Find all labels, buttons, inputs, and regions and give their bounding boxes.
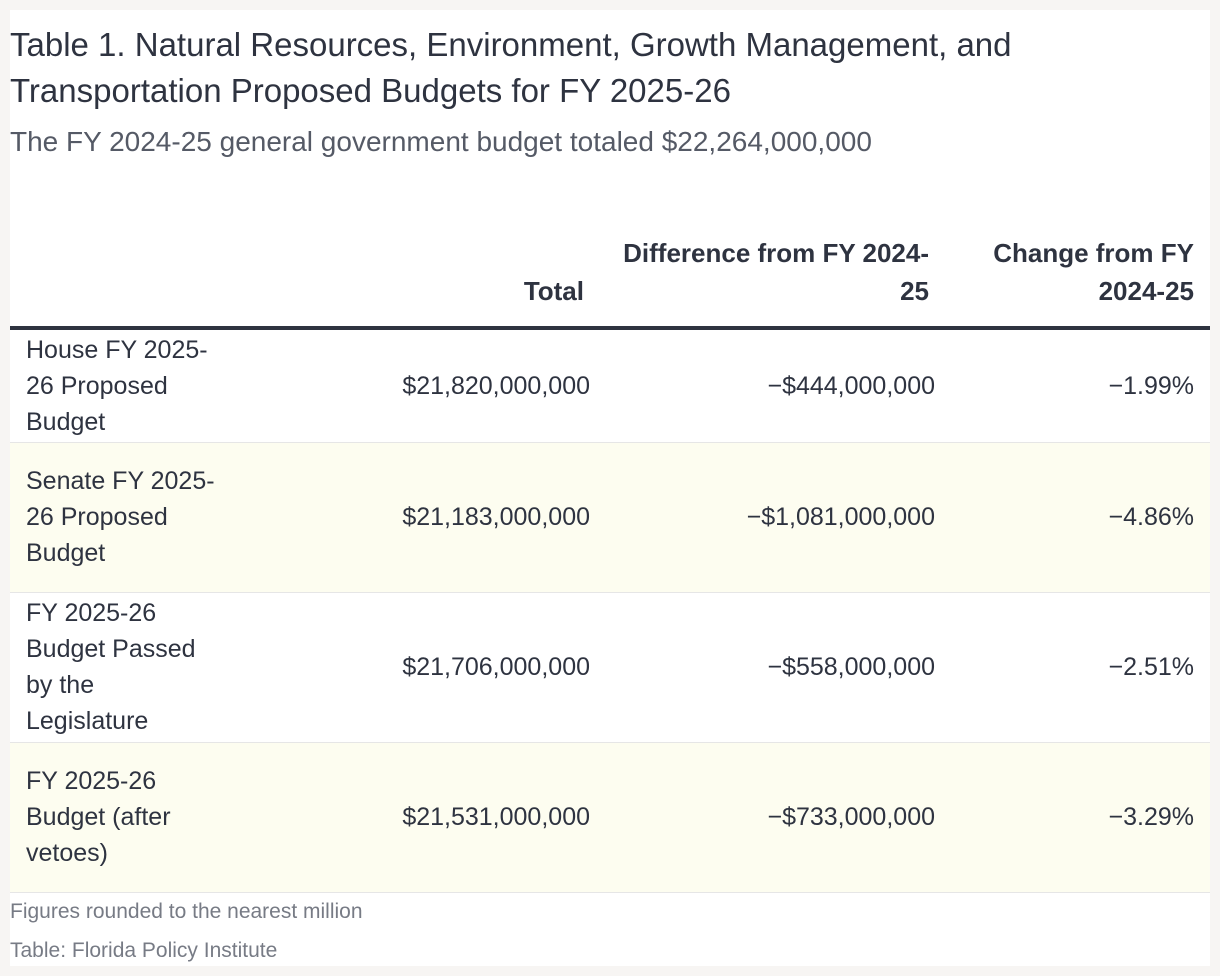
row-change: −2.51%	[945, 592, 1210, 743]
header-change: Change from FY 2024-25	[945, 210, 1210, 330]
table-row: FY 2025-26 Budget (after vetoes) $21,531…	[10, 742, 1210, 893]
row-difference: −$733,000,000	[600, 742, 945, 893]
table-row: Senate FY 2025-26 Proposed Budget $21,18…	[10, 442, 1210, 593]
table-title: Table 1. Natural Resources, Environment,…	[10, 26, 1012, 109]
table-card: Table 1. Natural Resources, Environment,…	[10, 10, 1210, 966]
table-note: Figures rounded to the nearest million	[10, 900, 363, 923]
table-subtitle: The FY 2024-25 general government budget…	[10, 126, 872, 157]
budget-table: Total Difference from FY 2024-25 Change …	[10, 210, 1210, 893]
row-label: FY 2025-26 Budget (after vetoes)	[10, 742, 220, 893]
row-label: House FY 2025-26 Proposed Budget	[10, 328, 220, 443]
row-difference: −$444,000,000	[600, 328, 945, 443]
table-row: House FY 2025-26 Proposed Budget $21,820…	[10, 328, 1210, 443]
header-difference: Difference from FY 2024-25	[600, 210, 945, 330]
row-total: $21,820,000,000	[220, 328, 600, 443]
row-total: $21,531,000,000	[220, 742, 600, 893]
row-difference: −$1,081,000,000	[600, 442, 945, 593]
row-change: −3.29%	[945, 742, 1210, 893]
row-total: $21,183,000,000	[220, 442, 600, 593]
row-label: FY 2025-26 Budget Passed by the Legislat…	[10, 592, 220, 743]
row-total: $21,706,000,000	[220, 592, 600, 743]
table-row: FY 2025-26 Budget Passed by the Legislat…	[10, 592, 1210, 743]
header-row: Total Difference from FY 2024-25 Change …	[10, 210, 1210, 330]
table-source: Table: Florida Policy Institute	[10, 939, 278, 962]
row-change: −1.99%	[945, 328, 1210, 443]
row-difference: −$558,000,000	[600, 592, 945, 743]
row-change: −4.86%	[945, 442, 1210, 593]
row-label: Senate FY 2025-26 Proposed Budget	[10, 442, 220, 593]
header-total: Total	[220, 210, 600, 330]
header-label	[10, 210, 220, 330]
